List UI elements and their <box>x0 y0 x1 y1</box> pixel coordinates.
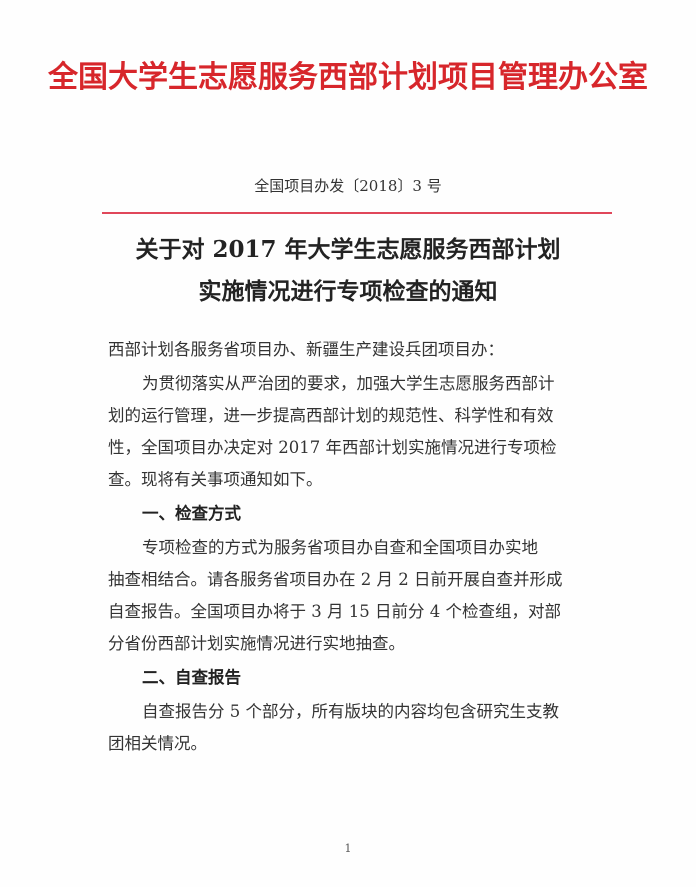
title-line-2: 实施情况进行专项检查的通知 <box>198 278 498 305</box>
section2-line-1: 自查报告分 5 个部分，所有版块的内容均包含研究生支教 <box>142 702 559 721</box>
page-number: 1 <box>344 842 352 855</box>
section1-line-4: 分省份西部计划实施情况进行实地抽查。 <box>108 634 405 653</box>
section2-line-2: 团相关情况。 <box>108 734 207 753</box>
intro-line-2: 划的运行管理，进一步提高西部计划的规范性、科学性和有效 <box>108 406 554 425</box>
salutation: 西部计划各服务省项目办、新疆生产建设兵团项目办： <box>108 340 504 359</box>
document-title: 关于对 2017 年大学生志愿服务西部计划 实施情况进行专项检查的通知 <box>0 229 696 313</box>
section-heading-inspection-method: 一、检查方式 <box>142 504 241 523</box>
intro-line-4: 查。现将有关事项通知如下。 <box>108 470 323 489</box>
organization-header: 全国大学生志愿服务西部计划项目管理办公室 <box>48 60 648 95</box>
title-line-1: 关于对 2017 年大学生志愿服务西部计划 <box>135 236 561 263</box>
red-divider-line <box>102 212 612 214</box>
intro-line-3: 性，全国项目办决定对 2017 年西部计划实施情况进行专项检 <box>108 438 557 457</box>
section-heading-self-inspection-report: 二、自查报告 <box>142 668 241 687</box>
section1-line-3: 自查报告。全国项目办将于 3 月 15 日前分 4 个检查组，对部 <box>108 602 561 621</box>
section1-line-1: 专项检查的方式为服务省项目办自查和全国项目办实地 <box>142 538 538 557</box>
document-number: 全国项目办发〔2018〕3 号 <box>254 177 442 195</box>
intro-line-1: 为贯彻落实从严治团的要求，加强大学生志愿服务西部计 <box>142 374 555 393</box>
section1-line-2: 抽查相结合。请各服务省项目办在 2 月 2 日前开展自查并形成 <box>108 570 563 589</box>
